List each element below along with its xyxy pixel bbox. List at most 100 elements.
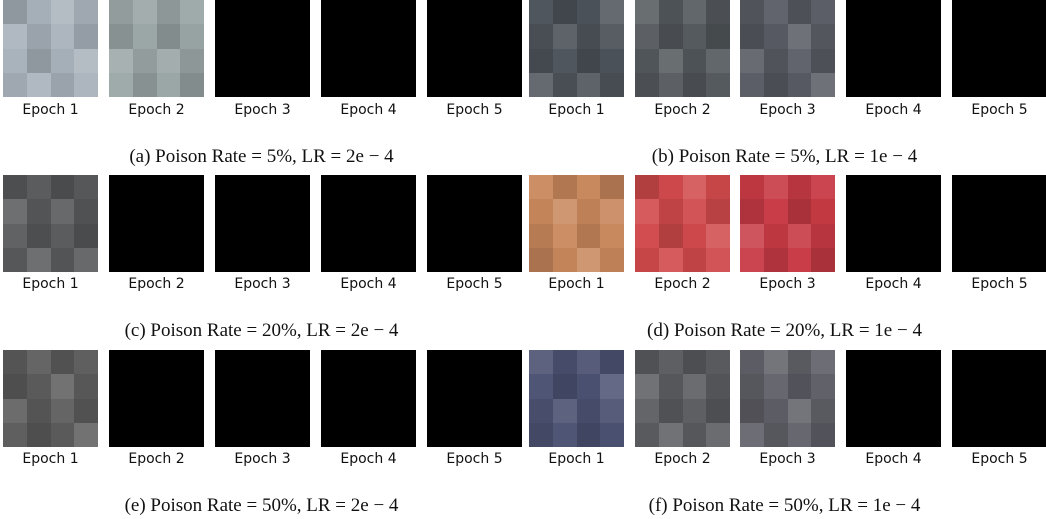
epoch-label: Epoch 5: [422, 102, 528, 118]
image-tile: [764, 73, 788, 97]
image-tile: [577, 73, 601, 97]
image-tile: [788, 175, 812, 199]
image-tile: [3, 0, 27, 24]
thumbnail: [529, 0, 624, 97]
image-tile: [529, 0, 553, 24]
image-tile: [577, 175, 601, 199]
thumbnail: [109, 0, 204, 97]
image-tile: [635, 73, 659, 97]
epoch-label: Epoch 3: [210, 451, 316, 467]
image-tile: [3, 248, 27, 272]
epoch-label: Epoch 3: [735, 451, 841, 467]
image-tile: [764, 399, 788, 423]
image-tile: [788, 374, 812, 398]
image-tile: [764, 423, 788, 447]
image-tile: [529, 24, 553, 48]
image-tile: [529, 399, 553, 423]
image-tile: [635, 175, 659, 199]
image-tile: [74, 248, 98, 272]
image-tile: [27, 248, 51, 272]
image-tile: [577, 248, 601, 272]
image-tile: [553, 224, 577, 248]
image-tile: [74, 24, 98, 48]
epoch-label: Epoch 3: [210, 276, 316, 292]
image-tile: [74, 0, 98, 24]
image-tile: [740, 374, 764, 398]
image-tile: [74, 175, 98, 199]
epoch-label: Epoch 4: [316, 451, 422, 467]
image-tile: [740, 49, 764, 73]
epoch-label: Epoch 5: [947, 102, 1046, 118]
thumbnail: [529, 350, 624, 447]
image-tile: [740, 350, 764, 374]
image-tile: [529, 73, 553, 97]
thumbnail: [952, 175, 1046, 272]
image-tile: [764, 248, 788, 272]
image-tile: [51, 248, 75, 272]
thumbnail: [215, 350, 310, 447]
image-tile: [706, 248, 730, 272]
image-tile: [788, 248, 812, 272]
image-tile: [683, 175, 707, 199]
image-tile: [3, 24, 27, 48]
image-tile: [635, 350, 659, 374]
image-tile: [635, 199, 659, 223]
image-tile: [740, 175, 764, 199]
image-tile: [706, 73, 730, 97]
image-tile: [577, 24, 601, 48]
thumbnail: [215, 175, 310, 272]
image-tile: [659, 199, 683, 223]
image-tile: [659, 374, 683, 398]
image-tile: [659, 73, 683, 97]
image-tile: [553, 423, 577, 447]
image-tile: [157, 49, 181, 73]
image-tile: [3, 199, 27, 223]
image-tile: [27, 224, 51, 248]
image-tile: [740, 0, 764, 24]
image-tile: [600, 423, 624, 447]
image-tile: [529, 350, 553, 374]
image-tile: [577, 399, 601, 423]
image-tile: [133, 49, 157, 73]
panel-caption: (d) Poison Rate = 20%, LR = 1e − 4: [523, 320, 1046, 342]
thumbnail: [321, 350, 416, 447]
image-tile: [659, 248, 683, 272]
image-tile: [635, 423, 659, 447]
image-tile: [133, 73, 157, 97]
image-tile: [157, 24, 181, 48]
epoch-label: Epoch 2: [104, 102, 210, 118]
image-tile: [811, 175, 835, 199]
thumbnail: [3, 175, 98, 272]
image-tile: [553, 175, 577, 199]
image-tile: [157, 73, 181, 97]
image-tile: [600, 73, 624, 97]
epoch-label: Epoch 4: [316, 102, 422, 118]
image-tile: [27, 175, 51, 199]
image-tile: [683, 399, 707, 423]
epoch-label: Epoch 2: [104, 276, 210, 292]
image-tile: [740, 399, 764, 423]
image-tile: [180, 73, 204, 97]
image-tile: [811, 399, 835, 423]
image-tile: [683, 350, 707, 374]
image-tile: [51, 24, 75, 48]
thumbnail: [427, 0, 522, 97]
image-tile: [683, 199, 707, 223]
thumbnail: [3, 0, 98, 97]
image-tile: [659, 0, 683, 24]
image-tile: [3, 73, 27, 97]
image-tile: [600, 350, 624, 374]
epoch-label: Epoch 4: [316, 276, 422, 292]
thumbnail: [740, 0, 835, 97]
image-tile: [3, 423, 27, 447]
thumbnail: [427, 350, 522, 447]
image-tile: [180, 49, 204, 73]
image-tile: [764, 0, 788, 24]
image-tile: [788, 199, 812, 223]
image-tile: [577, 350, 601, 374]
image-tile: [3, 399, 27, 423]
image-tile: [553, 199, 577, 223]
image-tile: [811, 350, 835, 374]
image-tile: [553, 73, 577, 97]
image-tile: [740, 423, 764, 447]
